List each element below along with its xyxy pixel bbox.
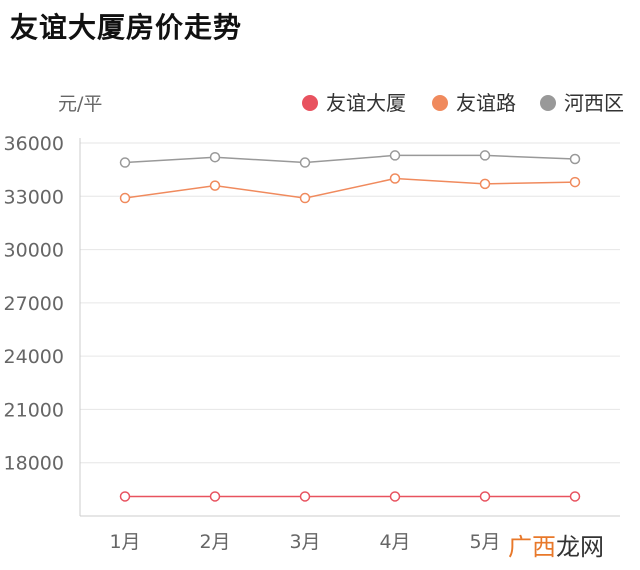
y-tick-label: 36000 (4, 133, 64, 155)
legend-marker (432, 95, 448, 111)
data-point (389, 150, 401, 161)
data-point (209, 180, 221, 191)
data-point (479, 491, 491, 502)
data-point (569, 491, 581, 502)
data-point (299, 192, 311, 204)
x-tick-label: 4月 (379, 531, 410, 553)
data-point (299, 157, 311, 168)
data-point (569, 176, 581, 188)
legend: 友谊大厦 友谊路 河西区 (302, 91, 624, 115)
legend-label: 河西区 (564, 91, 624, 115)
series-line (124, 154, 576, 164)
x-tick-label: 1月 (109, 531, 140, 553)
watermark-logo: 广西龙网 (508, 527, 604, 562)
y-tick-label: 27000 (4, 293, 64, 315)
y-tick-label: 24000 (4, 346, 64, 368)
data-point (209, 491, 221, 502)
chart-title: 友谊大厦房价走势 (10, 11, 243, 44)
y-axis-label: 元/平 (58, 93, 102, 115)
series-line (124, 177, 576, 199)
data-point (119, 157, 131, 168)
data-point (119, 491, 131, 502)
x-tick-label: 3月 (289, 531, 320, 553)
data-point (119, 192, 131, 204)
legend-marker (302, 95, 318, 111)
watermark-part-2: 龙网 (556, 533, 604, 561)
data-point (389, 491, 401, 502)
data-point (479, 150, 491, 161)
legend-label: 友谊大厦 (326, 91, 406, 115)
data-point (569, 153, 581, 165)
legend-marker (540, 95, 556, 111)
data-point (299, 491, 311, 502)
y-tick-label: 30000 (4, 240, 64, 262)
y-tick-label: 18000 (4, 453, 64, 475)
x-tick-label: 5月 (469, 531, 500, 553)
data-point (389, 173, 401, 184)
series-lines (119, 150, 581, 502)
y-tick-label: 21000 (4, 399, 64, 421)
x-tick-label: 2月 (199, 531, 230, 553)
grid-lines (80, 142, 620, 464)
data-point (209, 151, 221, 163)
axes: 18000 21000 24000 27000 30000 33000 36000 1月 2月 3… (4, 133, 620, 553)
data-point (479, 178, 491, 190)
y-tick-label: 33000 (4, 186, 64, 208)
watermark-part-1: 广西 (508, 533, 556, 561)
legend-label: 友谊路 (456, 91, 516, 115)
